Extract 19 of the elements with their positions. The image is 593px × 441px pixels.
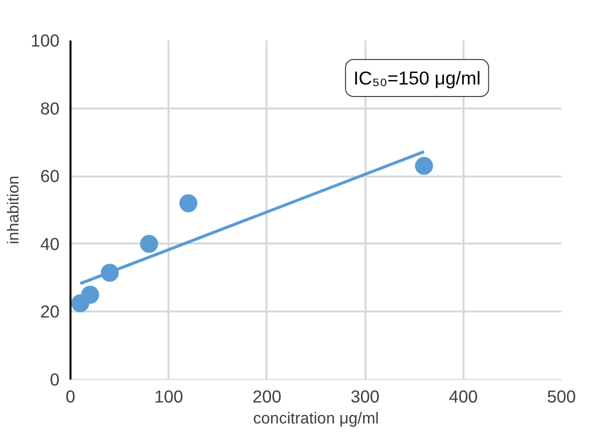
point	[140, 234, 158, 253]
x-tick-label: 200	[252, 386, 282, 406]
x-tick-label: 100	[154, 386, 184, 406]
y-tick-label: 20	[40, 302, 60, 322]
point	[179, 194, 198, 212]
y-tick-label: 40	[40, 234, 60, 254]
y-tick-label: 100	[30, 30, 60, 50]
y-axis-title: inhabition	[6, 176, 23, 244]
y-tick-label: 60	[40, 166, 60, 186]
x-tick-label: 500	[547, 386, 576, 406]
y-tick-label: 0	[50, 370, 60, 390]
point	[415, 156, 434, 175]
x-tick-label: 400	[448, 386, 478, 406]
x-axis-title: concitration μg/ml	[253, 410, 379, 428]
annotation: IC₅₀=150 μg/ml	[354, 68, 481, 88]
x-tick-label: 300	[350, 386, 380, 406]
point	[81, 286, 100, 304]
x-tick-label: 0	[66, 386, 76, 406]
y-tick-label: 80	[40, 98, 60, 118]
